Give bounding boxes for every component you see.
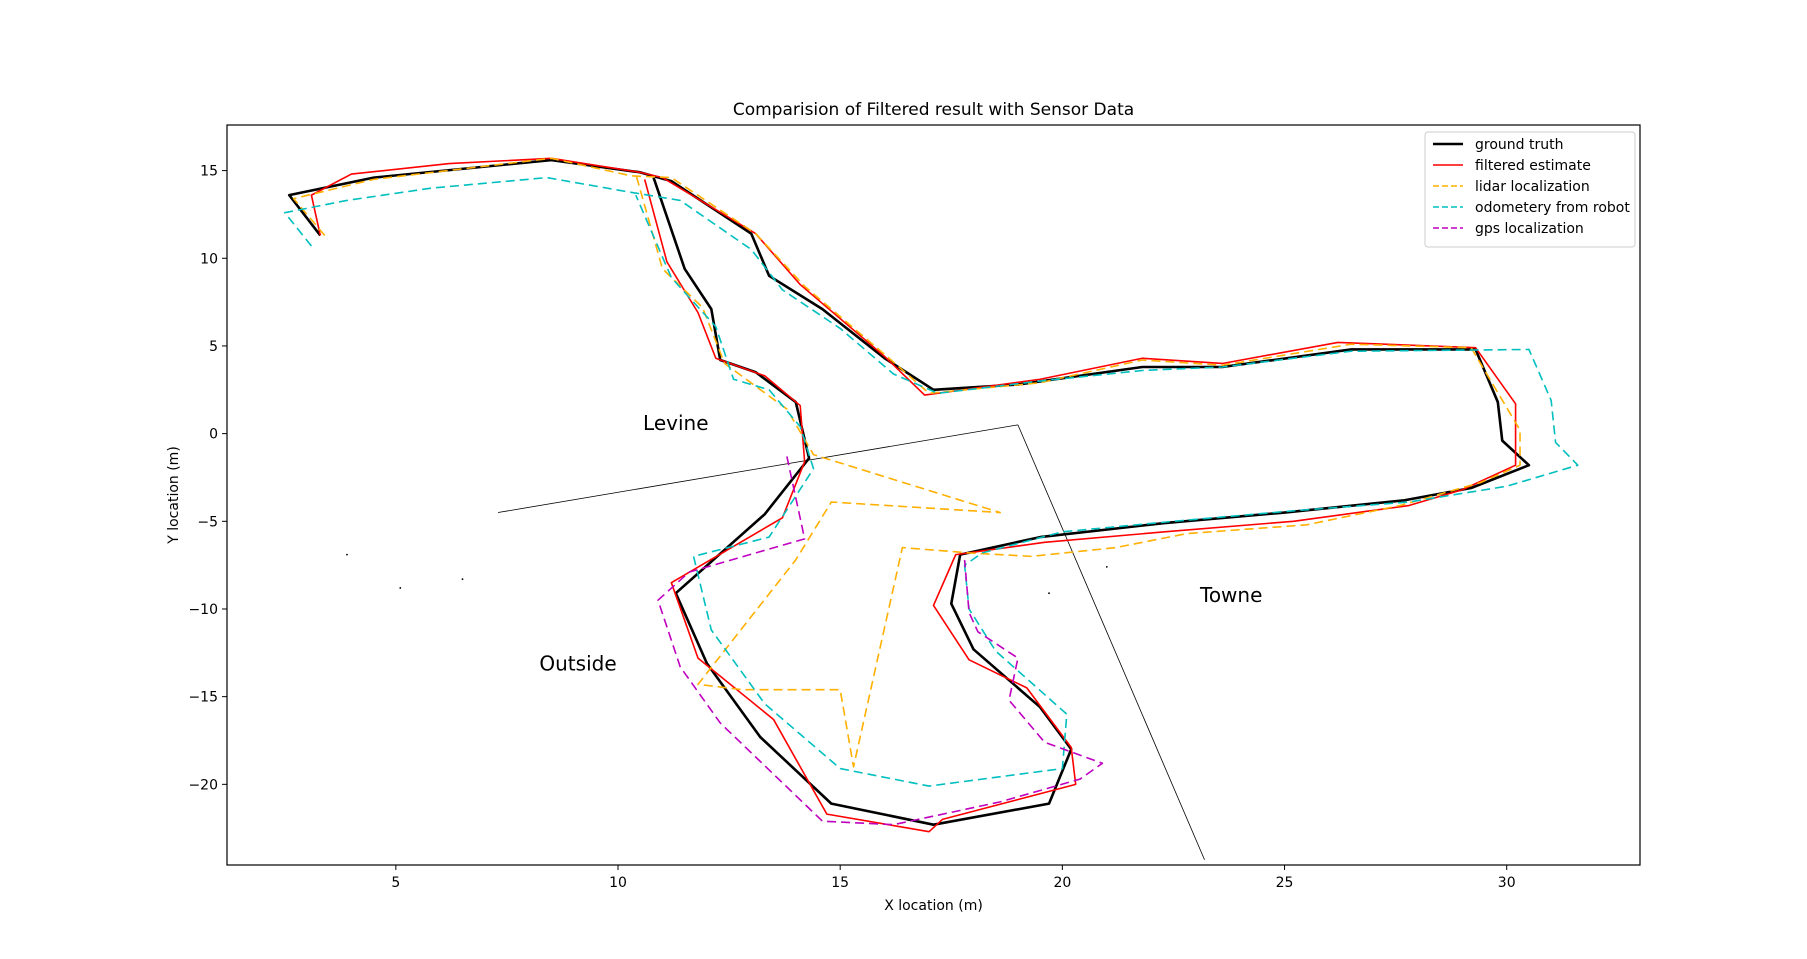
- legend-label-ground-truth: ground truth: [1475, 137, 1563, 153]
- y-tick-label: 10: [200, 251, 218, 267]
- legend-label-odometery-from-robot: odometery from robot: [1475, 200, 1630, 216]
- x-tick-label: 5: [391, 875, 400, 891]
- x-tick-label: 30: [1498, 875, 1516, 891]
- axes-frame: [226, 124, 1641, 866]
- series-line-gps-localization: [657, 456, 1104, 826]
- y-tick-label: 5: [209, 339, 218, 355]
- legend-label-gps-localization: gps localization: [1475, 221, 1584, 237]
- chart-title: Comparision of Filtered result with Sens…: [733, 100, 1134, 120]
- plot-contents: [283, 157, 1579, 860]
- plot-area: Levine Towne Outside: [283, 157, 1579, 860]
- y-axis-label: Y location (m): [166, 446, 182, 545]
- annotation-towne: Towne: [1199, 583, 1262, 607]
- y-tick-label: −10: [188, 602, 218, 618]
- x-tick-label: 20: [1053, 875, 1071, 891]
- x-tick-label: 15: [831, 875, 849, 891]
- scatter-dot-1: [346, 553, 348, 556]
- x-tick-label: 10: [609, 875, 627, 891]
- y-tick-label: 15: [200, 164, 218, 180]
- annotation-levine: Levine: [643, 411, 708, 435]
- legend-label-filtered-estimate: filtered estimate: [1475, 158, 1591, 174]
- legend-box: [1424, 131, 1636, 248]
- y-tick-label: −20: [188, 777, 218, 793]
- series-line-ground-truth: [287, 158, 1531, 826]
- scatter-dot-4: [1105, 565, 1108, 568]
- scatter-dot-3: [461, 578, 464, 581]
- y-tick-label: 0: [209, 427, 218, 443]
- annotation-outside: Outside: [539, 651, 616, 675]
- y-tick-label: −5: [197, 514, 218, 530]
- boundary-line-2: [1017, 424, 1205, 860]
- y-tick-label: −15: [188, 690, 218, 706]
- axis-ticks: 5 10 15 20 25 30 −20 −15 −10 −5 0 5 10 15: [188, 164, 1515, 891]
- legend: ground truth filtered estimate lidar local…: [1424, 131, 1636, 248]
- legend-label-lidar-localization: lidar localization: [1475, 179, 1590, 195]
- scatter-dot-5: [1048, 592, 1050, 595]
- series-line-lidar-localization: [292, 157, 1521, 768]
- boundary-line-1: [497, 424, 1018, 513]
- x-tick-label: 25: [1276, 875, 1294, 891]
- series-line-odometery-from-robot: [283, 176, 1579, 787]
- x-axis-label: X location (m): [884, 898, 983, 914]
- scatter-dot-2: [399, 587, 402, 589]
